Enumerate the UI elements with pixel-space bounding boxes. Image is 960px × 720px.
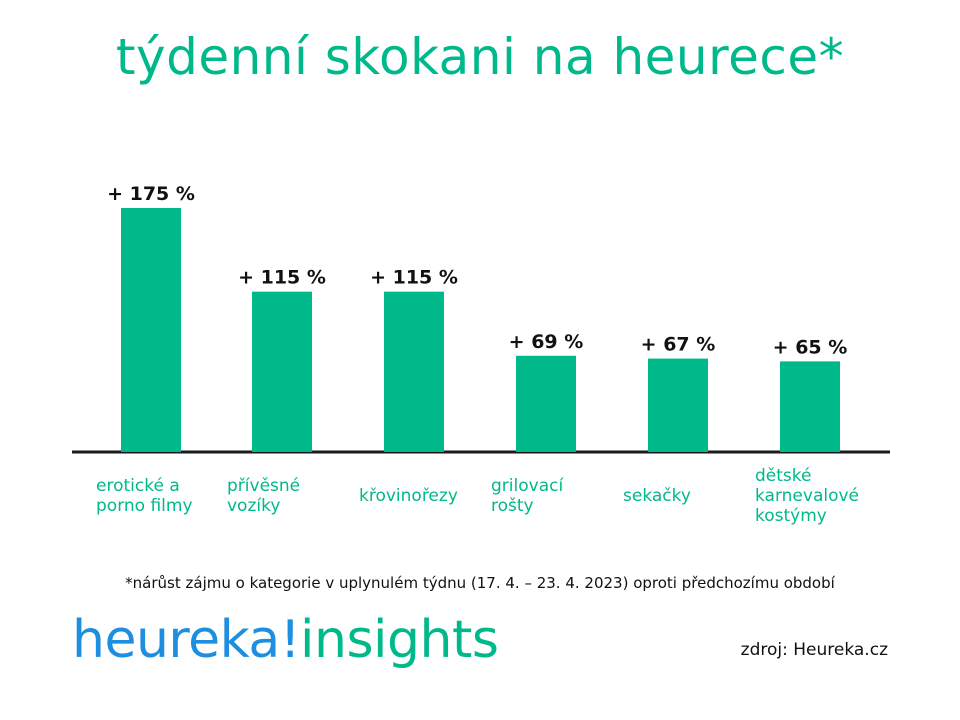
bar-3 (516, 355, 576, 452)
value-label-3: + 69 % (509, 331, 584, 353)
footnote: *nárůst zájmu o kategorie v uplynulém tý… (125, 574, 835, 592)
logo-heureka: heureka! (72, 610, 301, 670)
chart-title: týdenní skokani na heurece* (115, 28, 845, 86)
value-label-1: + 115 % (238, 267, 326, 289)
category-label-5: dětské karnevalové kostýmy (755, 466, 859, 526)
category-label-3: grilovací rošty (491, 476, 564, 516)
value-label-2: + 115 % (370, 267, 458, 289)
bar-4 (648, 358, 708, 452)
bar-2 (384, 291, 444, 452)
bar-5 (780, 361, 840, 452)
category-label-1: přívěsné vozíky (227, 476, 300, 516)
value-label-0: + 175 % (107, 183, 195, 205)
category-label-2: křovinořezy (359, 486, 458, 506)
source-label: zdroj: Heureka.cz (740, 640, 888, 660)
bar-chart: + 175 % erotické a porno filmy + 115 % přívě… (72, 183, 890, 526)
category-label-0: erotické a porno filmy (96, 476, 193, 516)
logo-insights: insights (300, 610, 499, 670)
value-label-4: + 67 % (641, 334, 716, 356)
heureka-insights-logo: heureka!insights (72, 610, 499, 670)
bar-1 (252, 291, 312, 452)
category-label-4: sekačky (623, 486, 691, 506)
bar-0 (121, 208, 181, 452)
value-label-5: + 65 % (773, 336, 848, 358)
